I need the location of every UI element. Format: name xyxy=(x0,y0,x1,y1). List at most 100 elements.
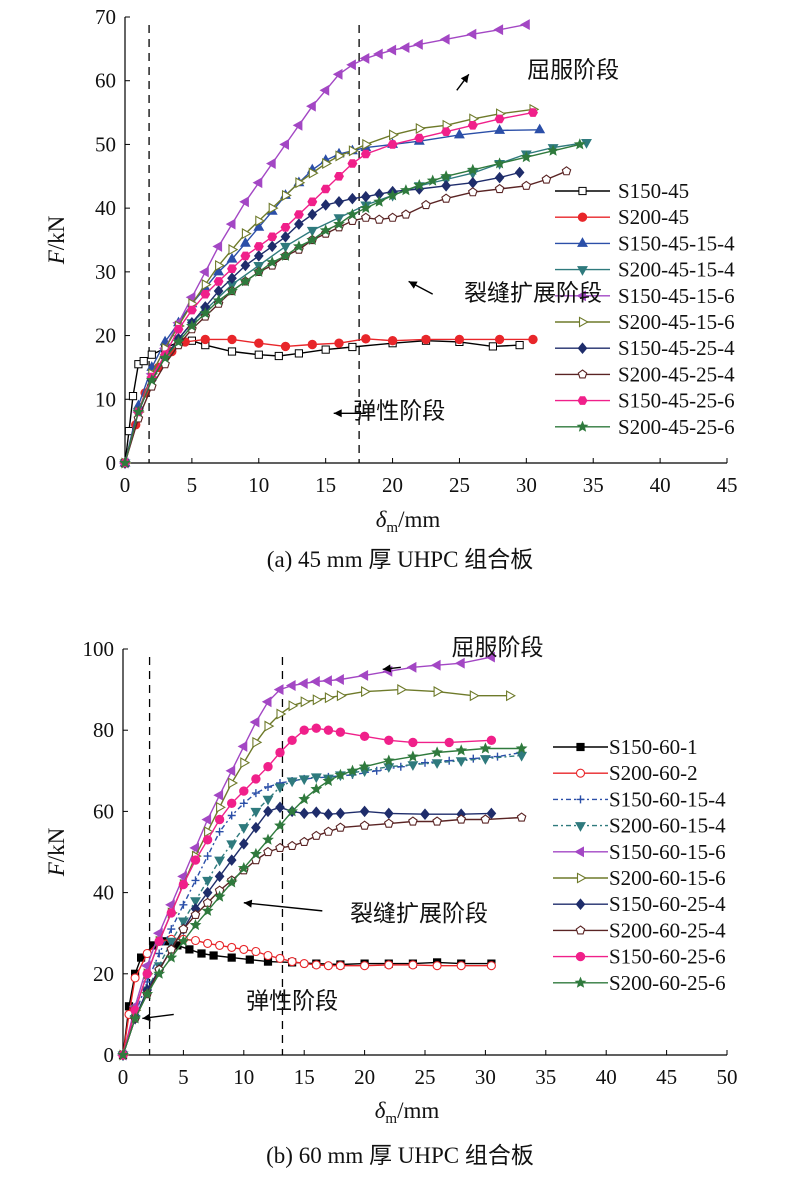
data-point xyxy=(382,754,395,766)
data-point xyxy=(275,953,285,963)
data-point xyxy=(190,855,201,865)
data-point xyxy=(346,208,359,220)
data-point xyxy=(347,159,358,168)
data-point xyxy=(440,170,452,182)
data-point xyxy=(420,808,430,820)
data-point xyxy=(142,969,152,979)
x-tick-label: 45 xyxy=(717,473,738,497)
data-point xyxy=(383,818,394,828)
data-point xyxy=(237,862,250,874)
legend-label: S150-45-25-4 xyxy=(618,336,735,360)
data-point xyxy=(251,774,261,784)
data-point xyxy=(528,334,538,345)
x-tick-label: 35 xyxy=(583,473,604,497)
data-point xyxy=(240,757,251,769)
data-point xyxy=(267,232,278,242)
data-point xyxy=(239,236,251,247)
data-point xyxy=(467,120,478,130)
data-point xyxy=(177,917,189,928)
data-point xyxy=(199,266,209,278)
data-point xyxy=(310,773,322,784)
data-point xyxy=(254,338,264,348)
data-point xyxy=(240,259,251,272)
x-tick-label: 15 xyxy=(294,1065,315,1089)
y-axis-label: F/kN xyxy=(44,215,69,265)
data-point xyxy=(166,908,177,918)
data-point xyxy=(413,38,423,50)
data-point xyxy=(251,821,261,834)
data-point xyxy=(132,405,145,418)
data-point xyxy=(267,240,278,253)
data-point xyxy=(300,696,311,708)
legend-item: S150-60-15-6 xyxy=(553,840,726,864)
data-point xyxy=(213,265,225,276)
data-point xyxy=(324,692,335,704)
data-point xyxy=(413,179,426,191)
data-point xyxy=(310,676,320,687)
data-point xyxy=(141,987,154,1000)
data-point xyxy=(323,808,334,820)
data-point xyxy=(534,123,546,134)
data-point xyxy=(279,138,289,150)
data-point xyxy=(203,852,212,861)
legend-label: S200-45-25-6 xyxy=(618,415,735,439)
data-point xyxy=(225,876,238,888)
data-point xyxy=(251,789,260,798)
data-point xyxy=(190,909,201,920)
annotation-arrow-shaft xyxy=(243,902,323,912)
data-point xyxy=(308,167,319,179)
data-point xyxy=(359,731,370,741)
data-point xyxy=(387,336,398,346)
legend-marker xyxy=(577,369,588,379)
data-point xyxy=(239,275,252,287)
data-point xyxy=(203,938,213,948)
legend-label: S150-60-15-6 xyxy=(609,840,726,864)
legend-marker xyxy=(576,290,586,302)
data-point xyxy=(263,950,273,961)
stage-annotation: 弹性阶段 xyxy=(333,398,445,423)
data-point xyxy=(167,925,176,934)
data-point xyxy=(486,735,497,745)
series-S200-60-25-6 xyxy=(117,742,528,1061)
data-point xyxy=(227,942,237,952)
data-point xyxy=(189,842,199,854)
data-point xyxy=(359,805,370,818)
data-point xyxy=(199,307,212,319)
stage-annotation: 弹性阶段 xyxy=(142,988,338,1022)
data-point xyxy=(421,758,429,767)
data-point xyxy=(359,52,370,64)
data-point xyxy=(250,847,262,860)
data-point xyxy=(287,957,297,967)
data-point xyxy=(202,835,213,845)
data-point xyxy=(453,128,465,139)
annotation-label: 屈服阶段 xyxy=(527,58,619,83)
data-point xyxy=(387,212,398,222)
data-point xyxy=(280,222,291,232)
data-point xyxy=(334,768,347,780)
data-point xyxy=(213,789,224,801)
x-tick-label: 5 xyxy=(178,1065,189,1089)
data-point xyxy=(216,801,226,813)
data-point xyxy=(541,174,552,184)
data-point xyxy=(215,259,225,272)
data-point xyxy=(202,886,213,899)
legend-label: S200-45 xyxy=(618,205,689,229)
data-point xyxy=(286,805,298,817)
data-point xyxy=(334,171,344,181)
legend-item: S200-45 xyxy=(555,205,689,229)
data-point xyxy=(287,735,297,745)
legend-label: S200-60-25-6 xyxy=(609,971,726,995)
x-tick-label: 0 xyxy=(118,1065,129,1089)
data-point xyxy=(237,740,248,752)
annotation-label: 屈服阶段 xyxy=(451,635,543,660)
data-point xyxy=(444,737,454,748)
data-point xyxy=(298,775,310,786)
data-point xyxy=(359,201,372,214)
data-point xyxy=(306,100,316,112)
data-point xyxy=(201,814,212,825)
data-point xyxy=(493,24,504,36)
y-tick-label: 50 xyxy=(95,132,116,156)
data-point xyxy=(494,171,505,184)
data-point xyxy=(406,661,417,673)
data-point xyxy=(263,846,273,857)
